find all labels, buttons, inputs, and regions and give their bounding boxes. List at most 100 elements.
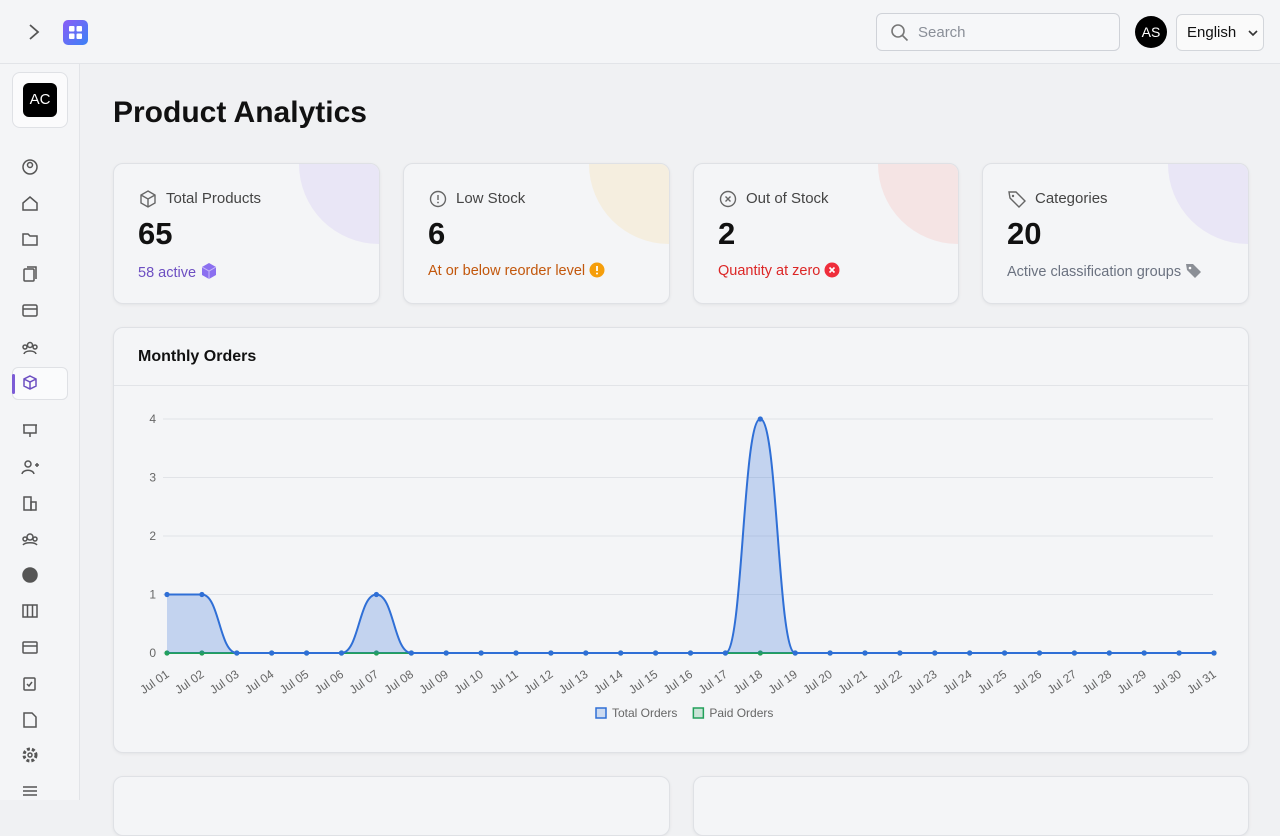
stat-card: Out of Stock 2 Quantity at zero: [693, 163, 959, 304]
x-tick-label: Jul 07: [347, 667, 382, 697]
card-note-text: Quantity at zero: [718, 263, 821, 279]
search-box[interactable]: Search: [876, 13, 1120, 51]
nav-presentation[interactable]: [23, 424, 37, 437]
note-icon: [589, 262, 605, 278]
data-point: [967, 650, 973, 656]
nav-home[interactable]: [22, 196, 38, 211]
x-tick-label: Jul 24: [940, 667, 975, 697]
data-point: [618, 650, 624, 656]
nav-more[interactable]: [23, 786, 37, 796]
x-tick-label: Jul 11: [487, 667, 521, 697]
y-tick-label: 3: [149, 471, 156, 485]
data-point: [653, 650, 659, 656]
nav-buildings[interactable]: [23, 496, 37, 511]
x-tick-label: Jul 15: [626, 667, 661, 697]
data-point: [1071, 650, 1077, 656]
card-note: Active classification groups: [1007, 262, 1202, 280]
dropdown-arrow: [1248, 30, 1258, 37]
divider: [114, 385, 1248, 386]
card-note-text: 58 active: [138, 265, 197, 281]
data-point: [1211, 650, 1217, 656]
card-note-text: At or below reorder level: [428, 263, 586, 279]
search-icon: [891, 24, 909, 42]
search-placeholder: Search: [918, 24, 966, 41]
nav-billing[interactable]: [22, 304, 38, 317]
card-label: Out of Stock: [746, 190, 829, 207]
nav-team[interactable]: [22, 341, 38, 355]
card-value: 20: [1007, 216, 1042, 251]
data-point: [792, 650, 798, 656]
nav-add-user[interactable]: [21, 460, 39, 475]
nav-settings[interactable]: [22, 747, 38, 763]
x-tick-label: Jul 31: [1184, 667, 1219, 697]
legend-label: Paid Orders: [709, 706, 773, 720]
nav-report[interactable]: [23, 712, 37, 728]
data-point: [548, 650, 554, 656]
user-avatar[interactable]: AS: [1135, 16, 1167, 48]
org-switcher[interactable]: AC: [12, 72, 68, 128]
y-tick-label: 0: [149, 646, 156, 660]
data-point: [1036, 650, 1043, 656]
nav-calendar[interactable]: [22, 641, 38, 654]
card-value: 6: [428, 216, 446, 251]
nav-products[interactable]: [23, 375, 37, 390]
card-value: 2: [718, 216, 736, 251]
y-tick-label: 2: [149, 529, 156, 543]
card-label: Total Products: [166, 190, 262, 207]
nav-columns[interactable]: [22, 604, 38, 618]
legend-label: Total Orders: [612, 706, 677, 720]
x-tick-label: Jul 27: [1045, 667, 1080, 697]
stat-card: Low Stock 6 At or below reorder level: [403, 163, 670, 304]
x-tick-label: Jul 02: [172, 667, 207, 697]
x-tick-label: Jul 10: [452, 667, 487, 697]
x-tick-label: Jul 06: [312, 667, 347, 697]
x-tick-label: Jul 22: [870, 667, 905, 697]
nav-documents[interactable]: [23, 266, 37, 282]
note-icon: [1186, 264, 1202, 278]
data-point: [862, 650, 868, 656]
data-point: [1106, 650, 1112, 656]
nav-folder[interactable]: [22, 233, 38, 246]
top-bar: Search AS English: [0, 0, 1280, 64]
data-point: [687, 650, 694, 656]
card-label: Categories: [1035, 190, 1108, 207]
panel-card: [113, 776, 670, 836]
card-icon: [429, 190, 447, 208]
data-point: [234, 650, 240, 656]
data-point: [373, 650, 379, 656]
x-tick-label: Jul 16: [661, 667, 696, 697]
data-point: [932, 650, 938, 656]
x-tick-label: Jul 18: [731, 667, 766, 697]
x-tick-label: Jul 13: [556, 667, 591, 697]
nav-groups[interactable]: [22, 533, 38, 546]
data-point: [199, 650, 205, 656]
data-point: [338, 650, 345, 656]
data-point: [408, 650, 414, 656]
chart-title: Monthly Orders: [138, 348, 257, 365]
data-point: [757, 416, 763, 422]
card-label: Low Stock: [456, 190, 526, 207]
x-tick-label: Jul 01: [137, 667, 172, 697]
nav-profile[interactable]: [22, 159, 38, 175]
x-tick-label: Jul 19: [766, 667, 801, 697]
data-point: [583, 650, 589, 656]
x-tick-label: Jul 21: [835, 667, 870, 697]
nav-finance[interactable]: [22, 567, 38, 583]
toggle-sidebar[interactable]: [24, 22, 44, 42]
note-icon: [201, 263, 217, 279]
series-line: [166, 417, 1214, 654]
data-point: [513, 650, 519, 656]
app-logo[interactable]: [63, 20, 88, 45]
active-nav-item[interactable]: [12, 367, 68, 400]
x-tick-label: Jul 29: [1115, 667, 1150, 697]
language-select[interactable]: English: [1176, 14, 1264, 51]
x-tick-label: Jul 28: [1080, 667, 1115, 697]
nav-clipboard[interactable]: [23, 677, 36, 691]
card-note: Quantity at zero: [718, 262, 840, 279]
org-badge: AC: [23, 83, 57, 117]
card-note: 58 active: [138, 262, 218, 281]
x-tick-label: Jul 26: [1010, 667, 1045, 697]
y-tick-label: 4: [149, 412, 156, 426]
